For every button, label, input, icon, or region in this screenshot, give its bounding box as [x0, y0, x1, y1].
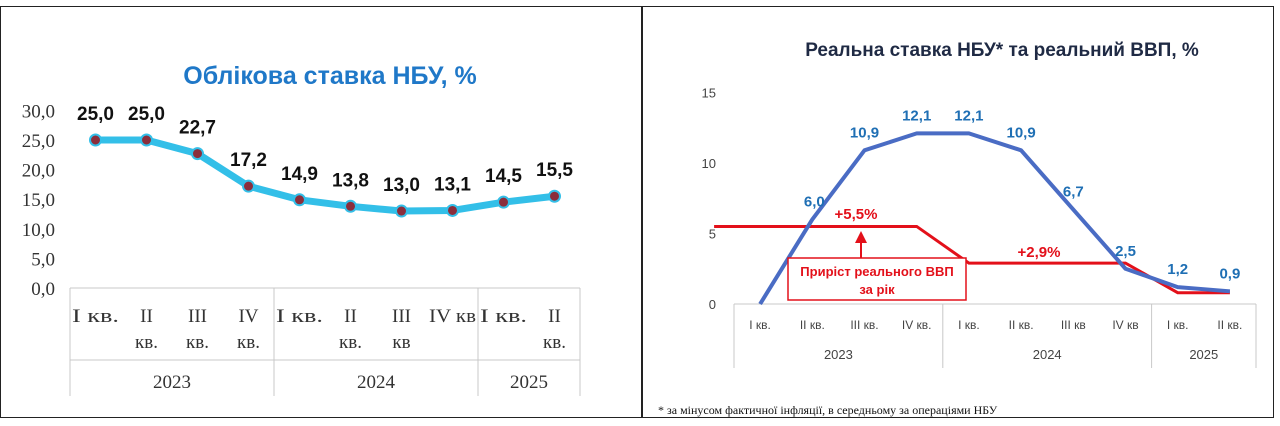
x-tick-label: кв. [186, 332, 209, 353]
data-label: 14,9 [281, 164, 318, 185]
data-label: 1,2 [1167, 261, 1188, 278]
x-group-label: 2024 [1033, 347, 1062, 362]
gdp-growth-callout [787, 257, 967, 301]
data-point-marker [242, 179, 255, 193]
data-label: 22,7 [179, 118, 216, 139]
data-label: 15,5 [536, 160, 573, 181]
x-group-label: 2025 [1189, 347, 1218, 362]
data-label: 25,0 [128, 104, 165, 125]
x-tick-label: II [140, 306, 153, 327]
y-tick-label: 25,0 [22, 131, 55, 152]
x-tick-label: II [548, 306, 561, 327]
data-label: 13,1 [434, 174, 471, 195]
x-tick-label: II [344, 306, 357, 327]
chart-title: Облікова ставка НБУ, % [183, 62, 476, 90]
data-label: 10,9 [850, 124, 879, 141]
data-label: 25,0 [77, 104, 114, 125]
data-label: 12,1 [954, 107, 983, 124]
x-tick-label: IV [238, 306, 258, 327]
x-tick-label: III [392, 306, 411, 327]
gdp-growth-label-2023: +5,5% [835, 206, 878, 223]
x-tick-label: I кв. [958, 318, 980, 332]
x-tick-label: II кв. [1009, 318, 1034, 332]
x-group-label: 2025 [510, 372, 548, 393]
x-tick-label: II кв. [800, 318, 825, 332]
data-label: 13,0 [383, 175, 420, 196]
x-tick-label: I кв. [276, 306, 323, 327]
x-group-label: 2023 [824, 347, 853, 362]
x-tick-label: III кв [1061, 318, 1086, 332]
y-tick-label: 0 [709, 297, 716, 312]
data-label: 0,9 [1219, 265, 1240, 282]
gdp-growth-label-2024: +2,9% [1018, 244, 1061, 261]
x-tick-label: I кв. [480, 306, 527, 327]
y-tick-label: 5,0 [31, 249, 55, 270]
x-tick-label: кв [392, 332, 410, 353]
y-tick-label: 0,0 [31, 279, 55, 300]
x-tick-label: кв. [135, 332, 158, 353]
callout-text: Приріст реального ВВП [800, 264, 953, 279]
key-rate-line [95, 136, 555, 215]
x-tick-label: III кв. [850, 318, 878, 332]
y-tick-label: 15,0 [22, 190, 55, 211]
data-label: 13,8 [332, 170, 369, 191]
data-label: 2,5 [1115, 243, 1136, 260]
y-tick-label: 5 [709, 227, 716, 242]
data-point-marker [497, 195, 510, 209]
x-group-label: 2023 [153, 372, 191, 393]
data-label: 6,0 [804, 193, 825, 210]
y-tick-label: 15 [702, 86, 716, 101]
x-tick-label: III [188, 306, 207, 327]
data-point-marker [293, 193, 306, 207]
annotation-arrow-head [855, 231, 867, 243]
data-point-marker [191, 147, 204, 161]
x-group-label: 2024 [357, 372, 396, 393]
x-tick-label: IV кв [429, 306, 476, 327]
left-chart-panel [0, 6, 641, 418]
x-tick-label: IV кв. [902, 318, 932, 332]
y-tick-label: 10 [702, 156, 716, 171]
x-tick-label: I кв. [749, 318, 771, 332]
data-point-marker [344, 199, 357, 213]
x-tick-label: I кв. [1167, 318, 1189, 332]
data-point-marker [140, 133, 153, 147]
data-point-marker [89, 133, 102, 147]
data-point-marker [395, 204, 408, 218]
chart-footnote: * за мінусом фактичної інфляції, в серед… [658, 403, 998, 417]
callout-text: за рік [859, 282, 895, 297]
data-label: 14,5 [485, 166, 522, 187]
y-tick-label: 30,0 [22, 101, 55, 122]
y-tick-label: 20,0 [22, 161, 55, 182]
data-point-marker [548, 189, 561, 203]
x-tick-label: кв. [237, 332, 260, 353]
x-tick-label: кв. [543, 332, 566, 353]
gdp-growth-line [714, 224, 1230, 295]
data-label: 12,1 [902, 107, 931, 124]
data-label: 6,7 [1063, 184, 1084, 201]
data-point-marker [446, 203, 459, 217]
chart-title: Реальна ставка НБУ* та реальний ВВП, % [805, 40, 1199, 61]
x-tick-label: кв. [339, 332, 362, 353]
panel-divider [641, 6, 643, 418]
x-tick-label: IV кв [1112, 318, 1138, 332]
key-rate-chart: Облікова ставка НБУ, % 0,0 5,0 10,0 15,0 20,0… [22, 62, 581, 396]
x-tick-label: I кв. [72, 306, 119, 327]
real-rate-line [758, 131, 1231, 306]
data-label: 17,2 [230, 150, 267, 171]
y-tick-label: 10,0 [22, 220, 55, 241]
x-tick-label: II кв. [1217, 318, 1242, 332]
data-label: 10,9 [1006, 124, 1035, 141]
